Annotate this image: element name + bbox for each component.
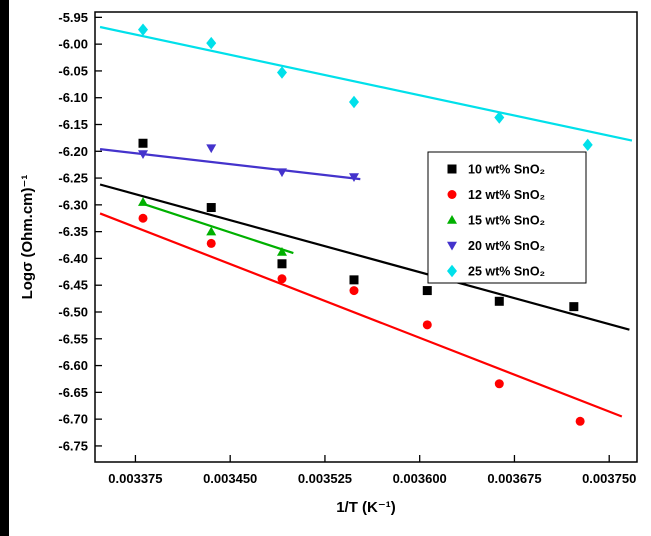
diamond-marker	[494, 111, 505, 124]
y-tick-label: -6.30	[58, 197, 88, 212]
circle-marker	[447, 190, 457, 199]
y-tick-label: -6.25	[58, 171, 88, 186]
y-tick-label: -6.45	[58, 278, 88, 293]
legend-label: 12 wt% SnO₂	[468, 188, 545, 202]
diamond-marker	[206, 36, 217, 50]
square-marker	[494, 296, 504, 306]
legend-label: 25 wt% SnO₂	[468, 265, 545, 279]
figure-left-border	[0, 0, 9, 536]
x-tick-label: 0.003450	[203, 471, 257, 486]
diamond-marker	[138, 23, 149, 36]
y-axis-label: Logσ (Ohm.cm)⁻¹	[19, 174, 36, 300]
square-marker	[138, 138, 148, 148]
x-tick-label: 0.003525	[298, 471, 352, 486]
fit-line	[142, 202, 294, 255]
legend-label: 15 wt% SnO₂	[468, 214, 545, 228]
x-tick-label: 0.003600	[393, 471, 447, 486]
y-tick-label: -6.35	[58, 224, 88, 239]
y-tick-label: -6.20	[58, 144, 88, 159]
triangle-down-marker	[276, 168, 287, 178]
y-tick-label: -6.10	[58, 90, 88, 105]
square-marker	[277, 259, 287, 269]
fit-line	[99, 183, 630, 331]
square-marker	[206, 203, 216, 213]
triangle-up-marker	[206, 226, 217, 236]
triangle-down-marker	[138, 150, 149, 159]
y-tick-label: -6.15	[58, 117, 88, 132]
fit-line	[99, 148, 361, 181]
plot-frame	[94, 11, 638, 463]
circle-marker	[575, 416, 585, 426]
y-tick-label: -6.65	[58, 385, 88, 400]
legend-box	[427, 151, 587, 284]
x-tick-label: 0.003750	[582, 471, 636, 486]
square-marker	[569, 302, 579, 312]
square-marker	[349, 275, 359, 285]
circle-marker	[494, 379, 504, 389]
circle-marker	[138, 213, 148, 223]
x-axis-label: 1/T (K⁻¹)	[336, 499, 396, 516]
legend-label: 20 wt% SnO₂	[468, 239, 545, 253]
y-tick-label: -6.60	[58, 358, 88, 373]
circle-marker	[206, 238, 216, 248]
triangle-down-marker	[447, 241, 457, 251]
circle-marker	[349, 286, 359, 296]
triangle-up-marker	[138, 197, 149, 206]
diamond-marker	[447, 264, 457, 278]
triangle-up-marker	[276, 247, 287, 256]
circle-marker	[277, 274, 287, 284]
y-tick-label: -6.50	[58, 305, 88, 320]
circle-marker	[422, 320, 432, 330]
diamond-marker	[348, 95, 359, 109]
square-marker	[447, 164, 457, 174]
y-tick-label: -6.05	[58, 63, 88, 78]
fit-line	[99, 212, 623, 418]
fit-line	[99, 25, 633, 142]
triangle-up-marker	[447, 215, 457, 224]
legend-label: 10 wt% SnO₂	[468, 163, 545, 177]
triangle-down-marker	[348, 173, 359, 182]
y-tick-label: -6.00	[58, 37, 88, 52]
y-tick-label: -6.70	[58, 412, 88, 427]
y-tick-label: -6.55	[58, 331, 88, 346]
triangle-down-marker	[206, 144, 217, 154]
y-tick-label: -6.40	[58, 251, 88, 266]
diamond-marker	[582, 138, 593, 152]
x-tick-label: 0.003675	[487, 471, 541, 486]
y-tick-label: -6.75	[58, 438, 88, 453]
square-marker	[422, 286, 432, 296]
x-tick-label: 0.003375	[108, 471, 162, 486]
diamond-marker	[276, 66, 287, 79]
y-tick-label: -5.95	[58, 10, 88, 25]
